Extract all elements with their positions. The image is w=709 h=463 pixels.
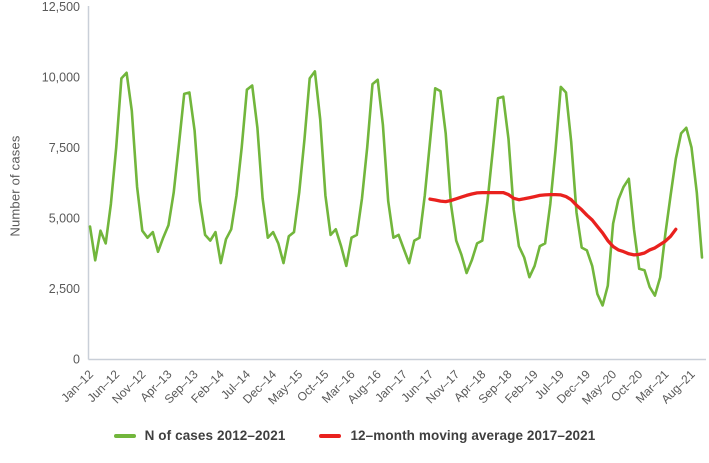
y-tick-label: 2,500 xyxy=(49,282,80,296)
moving-average-line-swatch xyxy=(319,433,342,438)
y-axis-title: Number of cases xyxy=(7,135,23,237)
cases-legend-label: N of cases 2012–2021 xyxy=(144,428,286,443)
line-chart: 02,5005,0007,50010,00012,500Jan–12Jun–12… xyxy=(42,0,706,407)
y-tick-label: 7,500 xyxy=(49,141,80,155)
y-tick-label: 12,500 xyxy=(42,0,80,14)
legend: N of cases 2012–2021 12–month moving ave… xyxy=(0,428,709,443)
cases-line-swatch xyxy=(113,433,136,438)
moving-average-legend-label: 12–month moving average 2017–2021 xyxy=(350,428,596,443)
moving-average-line xyxy=(428,190,678,257)
cases-line xyxy=(88,70,704,307)
legend-item-moving-average: 12–month moving average 2017–2021 xyxy=(319,428,595,443)
y-tick-label: 10,000 xyxy=(42,71,80,85)
legend-item-cases: N of cases 2012–2021 xyxy=(113,428,286,443)
y-tick-label: 0 xyxy=(73,353,80,367)
y-tick-label: 5,000 xyxy=(49,212,80,226)
